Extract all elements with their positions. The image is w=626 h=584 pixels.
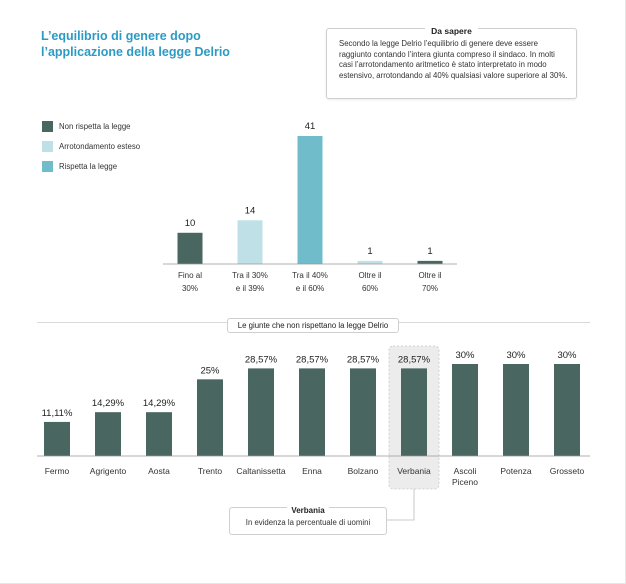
- bar: [350, 368, 376, 456]
- value-label: 30%: [557, 350, 577, 361]
- value-label: 25%: [200, 365, 220, 376]
- bar: [177, 232, 203, 264]
- value-label: 14,29%: [143, 398, 176, 409]
- bar: [417, 260, 443, 264]
- title-line-1: L’equilibrio di genere dopo: [41, 29, 201, 43]
- bar: [44, 421, 70, 456]
- value-label: 14: [245, 205, 256, 216]
- bar: [357, 260, 383, 264]
- bar: [95, 412, 121, 456]
- info-text: Secondo la legge Delrio l’equilibrio di …: [339, 39, 568, 80]
- value-label: 30%: [455, 350, 475, 361]
- value-label: 41: [305, 121, 316, 132]
- page-title: L’equilibrio di genere dopo l’applicazio…: [41, 28, 281, 60]
- section-label: Le giunte che non rispettano la legge De…: [0, 315, 626, 333]
- value-label: 14,29%: [92, 398, 125, 409]
- category-label: Tra il 40%: [292, 271, 328, 280]
- category-label: Agrigento: [90, 466, 127, 476]
- bar: [299, 368, 325, 456]
- value-label: 10: [185, 218, 196, 229]
- category-label: Piceno: [452, 477, 478, 487]
- value-label: 1: [367, 246, 372, 257]
- bar: [146, 412, 172, 456]
- bar: [237, 220, 263, 264]
- category-label: Grosseto: [550, 466, 585, 476]
- value-label: 1: [427, 246, 432, 257]
- value-label: 28,57%: [347, 354, 380, 365]
- category-label: Fermo: [45, 466, 70, 476]
- value-label: 28,57%: [296, 354, 329, 365]
- category-label: Fino al: [178, 271, 202, 280]
- legend-swatch: [42, 121, 53, 132]
- category-label: Bolzano: [348, 466, 379, 476]
- value-label: 11,11%: [42, 408, 73, 419]
- category-label: Potenza: [500, 466, 531, 476]
- callout-title: Verbania: [287, 506, 329, 515]
- category-label: Oltre il: [418, 271, 441, 280]
- value-label: 30%: [506, 350, 526, 361]
- legend-label: Rispetta la legge: [59, 162, 118, 171]
- category-label: e il 39%: [236, 284, 264, 293]
- value-label: 28,57%: [398, 354, 431, 365]
- callout-text: In evidenza la percentuale di uomini: [245, 518, 371, 527]
- bar: [401, 368, 427, 456]
- bar: [197, 379, 223, 456]
- title-line-2: l’applicazione della legge Delrio: [41, 45, 230, 59]
- callout-connector: [387, 489, 415, 521]
- category-label: e il 60%: [296, 284, 324, 293]
- bar: [297, 136, 323, 264]
- bar: [452, 364, 478, 456]
- info-heading: Da sapere: [425, 26, 478, 36]
- category-label: Caltanissetta: [236, 466, 285, 476]
- category-label: Tra il 30%: [232, 271, 268, 280]
- verbania-callout: Verbania In evidenza la percentuale di u…: [229, 506, 387, 535]
- bar: [248, 368, 274, 456]
- category-label: Oltre il: [358, 271, 381, 280]
- value-label: 28,57%: [245, 354, 278, 365]
- category-label: 30%: [182, 284, 198, 293]
- category-label: Ascoli: [454, 466, 477, 476]
- bar: [554, 364, 580, 456]
- legend-label: Arrotondamento esteso: [59, 142, 141, 151]
- bar: [503, 364, 529, 456]
- category-label: 70%: [422, 284, 438, 293]
- info-box: Da sapere Secondo la legge Delrio l’equi…: [326, 26, 577, 99]
- category-label: Verbania: [397, 466, 431, 476]
- legend-swatch: [42, 161, 53, 172]
- section-title: Le giunte che non rispettano la legge De…: [226, 318, 400, 333]
- category-label: Enna: [302, 466, 322, 476]
- legend-label: Non rispetta la legge: [59, 122, 131, 131]
- category-label: Aosta: [148, 466, 170, 476]
- category-label: 60%: [362, 284, 378, 293]
- category-label: Trento: [198, 466, 223, 476]
- legend-swatch: [42, 141, 53, 152]
